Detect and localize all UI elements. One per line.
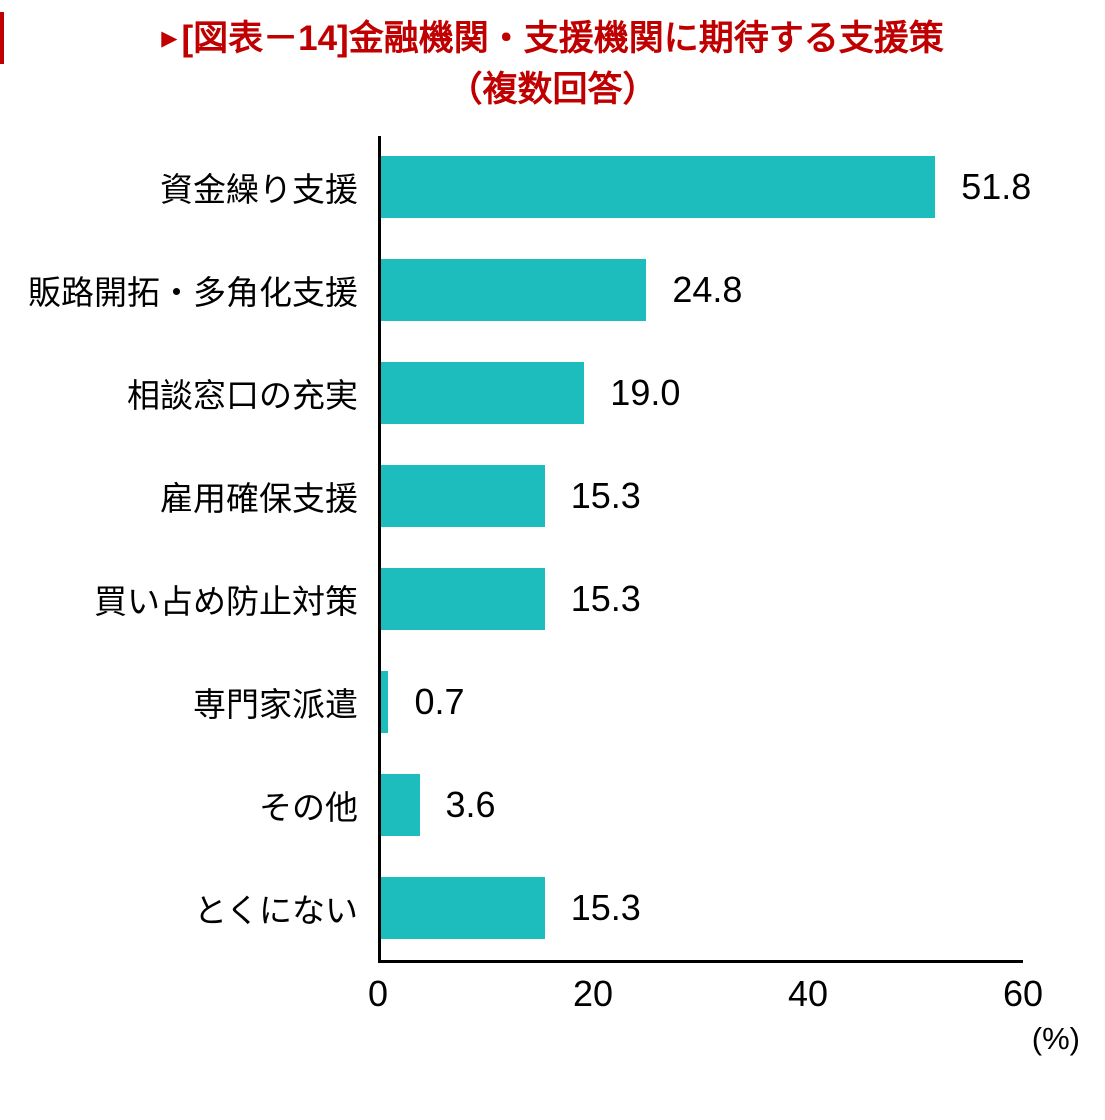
bar-row: 3.6 <box>381 754 1023 857</box>
chart-title-line2: （複数回答） <box>447 69 658 109</box>
bar <box>381 671 389 733</box>
bar <box>381 156 936 218</box>
category-label: 買い占め防止対策 <box>94 583 358 620</box>
category-label: 専門家派遣 <box>193 686 358 723</box>
x-tick-label: 0 <box>367 972 389 1014</box>
chart-header: ▶ [図表－14]金融機関・支援機関に期待する支援策 （複数回答） <box>0 0 1105 116</box>
plot-area: 51.8 24.8 19.0 15.3 15.3 0.7 3.6 15.3 <box>378 135 1031 963</box>
bar <box>381 259 647 321</box>
x-axis-ticks: 0 20 40 60 <box>368 963 1043 1017</box>
value-label: 15.3 <box>570 578 641 619</box>
category-label: 資金繰り支援 <box>160 171 358 208</box>
value-label: 3.6 <box>445 784 496 825</box>
x-tick-label: 20 <box>572 972 614 1014</box>
bar <box>381 568 545 630</box>
value-label: 0.7 <box>414 681 465 722</box>
category-labels-column: 資金繰り支援販路開拓・多角化支援相談窓口の充実雇用確保支援買い占め防止対策専門家… <box>0 136 378 963</box>
bar <box>381 465 545 527</box>
bar <box>381 774 420 836</box>
value-label: 24.8 <box>672 269 743 310</box>
chart-title-line1: ▶ [図表－14]金融機関・支援機関に期待する支援策 <box>0 14 1105 65</box>
bar-row: 24.8 <box>381 239 1023 342</box>
bar-row: 15.3 <box>381 445 1023 548</box>
chart-title-text: [図表－14]金融機関・支援機関に期待する支援策 <box>181 19 944 58</box>
x-tick-label: 40 <box>787 972 829 1014</box>
title-marker-icon: ▶ <box>161 27 178 51</box>
category-label: 雇用確保支援 <box>160 480 358 517</box>
value-label: 51.8 <box>961 166 1032 207</box>
category-label: 相談窓口の充実 <box>127 377 358 414</box>
value-label: 19.0 <box>610 372 681 413</box>
header-accent-line <box>0 12 4 64</box>
bar-row: 0.7 <box>381 651 1023 754</box>
bar <box>381 877 545 939</box>
bar <box>381 362 585 424</box>
bar-row: 15.3 <box>381 857 1023 960</box>
value-label: 15.3 <box>570 475 641 516</box>
value-label: 15.3 <box>570 887 641 928</box>
category-label: その他 <box>259 789 358 826</box>
bar-row: 19.0 <box>381 342 1023 445</box>
x-axis-unit: (%) <box>1031 1020 1080 1056</box>
category-label: 販路開拓・多角化支援 <box>28 274 358 311</box>
bar-chart: 資金繰り支援販路開拓・多角化支援相談窓口の充実雇用確保支援買い占め防止対策専門家… <box>0 135 1105 963</box>
bar-row: 15.3 <box>381 548 1023 651</box>
x-tick-label: 60 <box>1002 972 1044 1014</box>
category-label: とくにない <box>193 892 358 929</box>
bar-row: 51.8 <box>381 136 1031 239</box>
